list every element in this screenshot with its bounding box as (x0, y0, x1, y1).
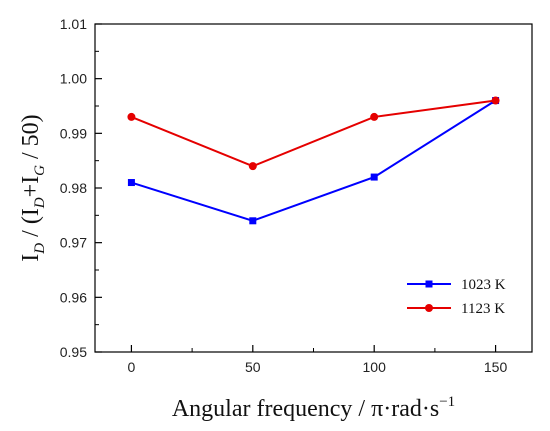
x-tick-label: 50 (245, 359, 261, 375)
y-tick-label: 1.01 (60, 16, 87, 32)
x-axis-title: Angular frequency / π·rad·s−1 (172, 394, 455, 422)
y-tick-label: 0.98 (60, 180, 87, 196)
data-point (370, 112, 379, 121)
y-tick-label: 0.95 (60, 344, 87, 360)
data-point (248, 162, 257, 171)
legend-marker (425, 304, 433, 312)
series-line (131, 99, 497, 222)
legend-item: 1023 K (407, 277, 506, 293)
x-tick-label: 100 (363, 359, 387, 375)
x-tick-label: 150 (484, 359, 508, 375)
x-axis-title-text: Angular frequency / π·rad·s (172, 396, 439, 422)
series-0 (127, 97, 500, 225)
legend: 1023 K 1123 K (407, 277, 506, 317)
legend-label: 1023 K (461, 277, 506, 293)
data-point (127, 179, 135, 187)
y-title-part-2: / (I (18, 208, 44, 243)
axis-ticks (95, 23, 497, 353)
series-line (131, 99, 496, 168)
data-point (249, 217, 257, 225)
y-title-part-6: / 50) (18, 114, 44, 165)
y-title-sub-g: G (32, 165, 48, 176)
x-axis-title-superscript: −1 (439, 394, 455, 410)
y-tick-label: 0.99 (60, 125, 87, 141)
x-tick-labels: 0 50 100 150 (128, 359, 508, 375)
y-title-sub-d1: D (32, 243, 48, 255)
y-title-part-0: I (18, 254, 44, 262)
data-point (127, 112, 136, 121)
data-point (491, 96, 500, 105)
legend-marker (425, 280, 433, 288)
legend-label: 1123 K (461, 301, 505, 317)
x-tick-label: 0 (128, 359, 136, 375)
y-axis-title: ID / (ID+IG / 50) (18, 114, 48, 261)
y-title-part-4: +I (18, 176, 44, 198)
y-tick-label: 0.96 (60, 289, 87, 305)
y-tick-label: 1.00 (60, 71, 87, 87)
y-title-sub-d2: D (32, 197, 48, 209)
legend-item: 1123 K (407, 301, 505, 317)
series-layer (127, 96, 500, 225)
y-tick-labels: 0.95 0.96 0.97 0.98 0.99 1.00 1.01 (60, 16, 87, 360)
data-point (370, 173, 378, 181)
y-tick-label: 0.97 (60, 235, 87, 251)
plot-frame (94, 23, 533, 353)
series-1 (127, 96, 500, 171)
